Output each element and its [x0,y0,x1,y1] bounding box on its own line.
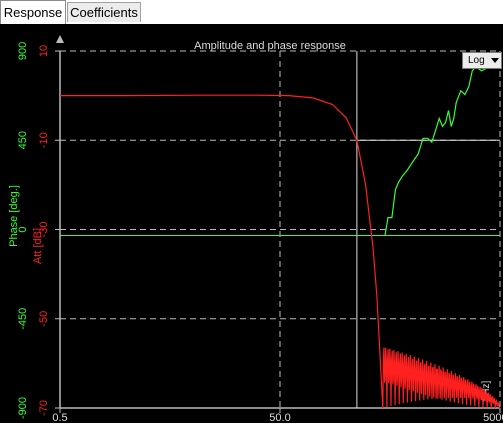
tab-bar: Response Coefficients [0,0,503,25]
y-axis-arrow [56,35,64,43]
plot-area: Amplitude and phase response Phase [deg.… [0,24,503,424]
phase-tick-label: 900 [17,42,29,60]
scale-select-value: Log [468,55,485,66]
y-label-att: Att [dB] [32,228,44,264]
phase-tick-label: -900 [17,397,29,419]
phase-tick-label: 450 [17,131,29,149]
att-tick-label: 10 [38,45,50,57]
att-tick-label: -30 [38,222,50,238]
phase-tick-label: 0 [17,226,29,232]
tab-coefficients[interactable]: Coefficients [67,2,141,22]
tab-response[interactable]: Response [0,0,66,25]
att-tick-label: -70 [38,400,50,416]
att-tick-label: -10 [38,132,50,148]
phase-tick-label: -450 [17,308,29,330]
x-tick-label: 5000.0 [483,412,503,423]
chevron-down-icon [491,58,499,63]
x-tick-label: 0.5 [52,412,67,423]
att-line [60,94,384,409]
att-stopband-ripple [382,347,501,409]
x-axis-label: f[Hz] [481,381,492,402]
att-tick-label: -50 [38,311,50,327]
chart-svg[interactable]: Amplitude and phase response Phase [deg.… [0,24,503,424]
y-label-phase: Phase [deg.] [8,185,20,247]
scale-select[interactable]: Log [462,52,502,69]
phase-line [384,62,501,236]
chart-title: Amplitude and phase response [194,40,346,52]
x-tick-label: 50.0 [269,412,290,423]
